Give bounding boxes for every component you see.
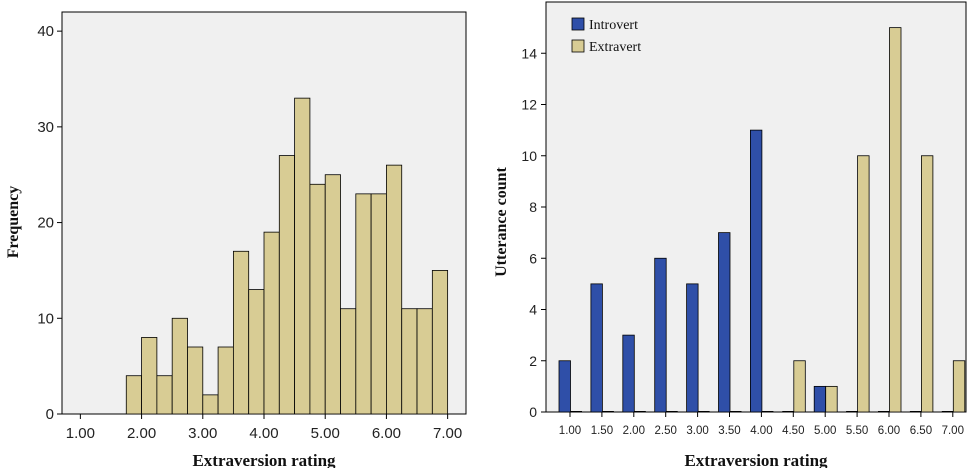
legend-label-extravert: Extravert [589,40,641,55]
legend-swatch-introvert [571,17,585,31]
utterance-count-chart: 0 2 4 6 8 10 12 14 1.00 1.50 2.00 2.50 3.00 3.50 4.00… [493,1,967,468]
x-tick-label: 5.00 [814,425,836,437]
y-tick-label: 6 [529,250,537,266]
y-tick-label: 20 [37,215,54,232]
x-axis-left: 1.00 2.00 3.00 4.00 5.00 6.00 7.00 [66,414,462,442]
histogram-bars [125,97,449,415]
bar-introvert [558,360,571,413]
histogram-bar [401,308,418,415]
y-tick-label: 10 [37,310,54,327]
histogram-bar [355,193,372,415]
histogram-bar [187,346,204,415]
x-tick-label: 2.50 [655,425,677,437]
y-axis-title-right: Utterance count [493,166,510,276]
x-tick-label: 5.50 [846,425,868,437]
histogram-bar [202,394,219,415]
x-axis-right: 1.00 1.50 2.00 2.50 3.00 3.50 4.00 4.50 5.00 5.50… [559,412,964,437]
histogram-bar [232,250,250,415]
bar-introvert [750,129,763,413]
x-tick-label: 1.50 [591,425,613,437]
histogram-bar [171,317,188,415]
x-tick-label: 3.50 [718,425,740,437]
x-tick-label: 6.00 [372,425,401,442]
bar-extravert [793,360,806,413]
y-tick-label: 4 [529,302,537,318]
x-tick-label: 4.50 [782,425,804,437]
y-axis-title-left: Frequency [5,186,22,259]
x-axis-title-right: Extraversion rating [684,451,828,468]
y-tick-label: 0 [46,406,54,423]
bar-extravert [857,155,870,413]
bar-introvert [654,257,667,413]
y-tick-label: 2 [529,353,537,369]
histogram-bar [386,164,403,415]
y-tick-label: 40 [37,23,54,40]
bar-introvert [686,283,699,413]
x-tick-label: 7.00 [942,425,964,437]
y-tick-label: 12 [521,97,537,113]
histogram-bar [324,174,341,415]
x-tick-label: 1.00 [66,425,95,442]
grouped-bars [558,27,966,413]
histogram-bar [248,289,265,415]
x-tick-label: 4.00 [249,425,278,442]
y-axis-left: 0 10 20 30 40 [37,23,62,423]
x-axis-title-left: Extraversion rating [192,451,336,468]
histogram-bar [340,308,357,415]
histogram-bar [370,193,387,415]
histogram-bar [294,97,311,415]
histogram-bar [217,346,234,415]
x-tick-label: 1.00 [559,425,581,437]
histogram-bar [125,375,142,415]
bar-extravert [825,385,838,413]
frequency-histogram: 0 10 20 30 40 1.00 2.00 3.00 4.00 5.00 6.00 7.00 E… [5,11,467,468]
legend-label-introvert: Introvert [589,18,638,33]
y-axis-right: 0 2 4 6 8 10 12 14 [521,45,546,420]
x-tick-label: 5.00 [311,425,340,442]
bar-extravert [889,27,902,413]
histogram-bar [431,270,449,415]
histogram-bar [141,337,158,415]
bar-introvert [590,283,603,413]
legend: Introvert Extravert [571,17,641,55]
bar-extravert [952,360,966,413]
bar-introvert [622,334,635,413]
y-tick-label: 10 [521,148,537,164]
x-tick-label: 4.00 [750,425,772,437]
histogram-bar [309,183,326,415]
x-tick-label: 6.50 [910,425,932,437]
y-tick-label: 14 [521,45,537,61]
x-tick-label: 2.00 [127,425,156,442]
x-tick-label: 7.00 [433,425,462,442]
legend-swatch-extravert [571,39,585,53]
histogram-bar [416,308,433,415]
x-tick-label: 3.00 [188,425,217,442]
x-tick-label: 3.00 [686,425,708,437]
y-tick-label: 30 [37,119,54,136]
histogram-bar [278,155,296,415]
bar-introvert [718,232,731,413]
histogram-bar [263,231,280,415]
x-tick-label: 6.00 [878,425,900,437]
histogram-bar [156,375,173,415]
y-tick-label: 0 [529,404,537,420]
y-tick-label: 8 [529,199,537,215]
bar-extravert [921,155,934,413]
bar-introvert [813,385,827,413]
x-tick-label: 2.00 [623,425,645,437]
